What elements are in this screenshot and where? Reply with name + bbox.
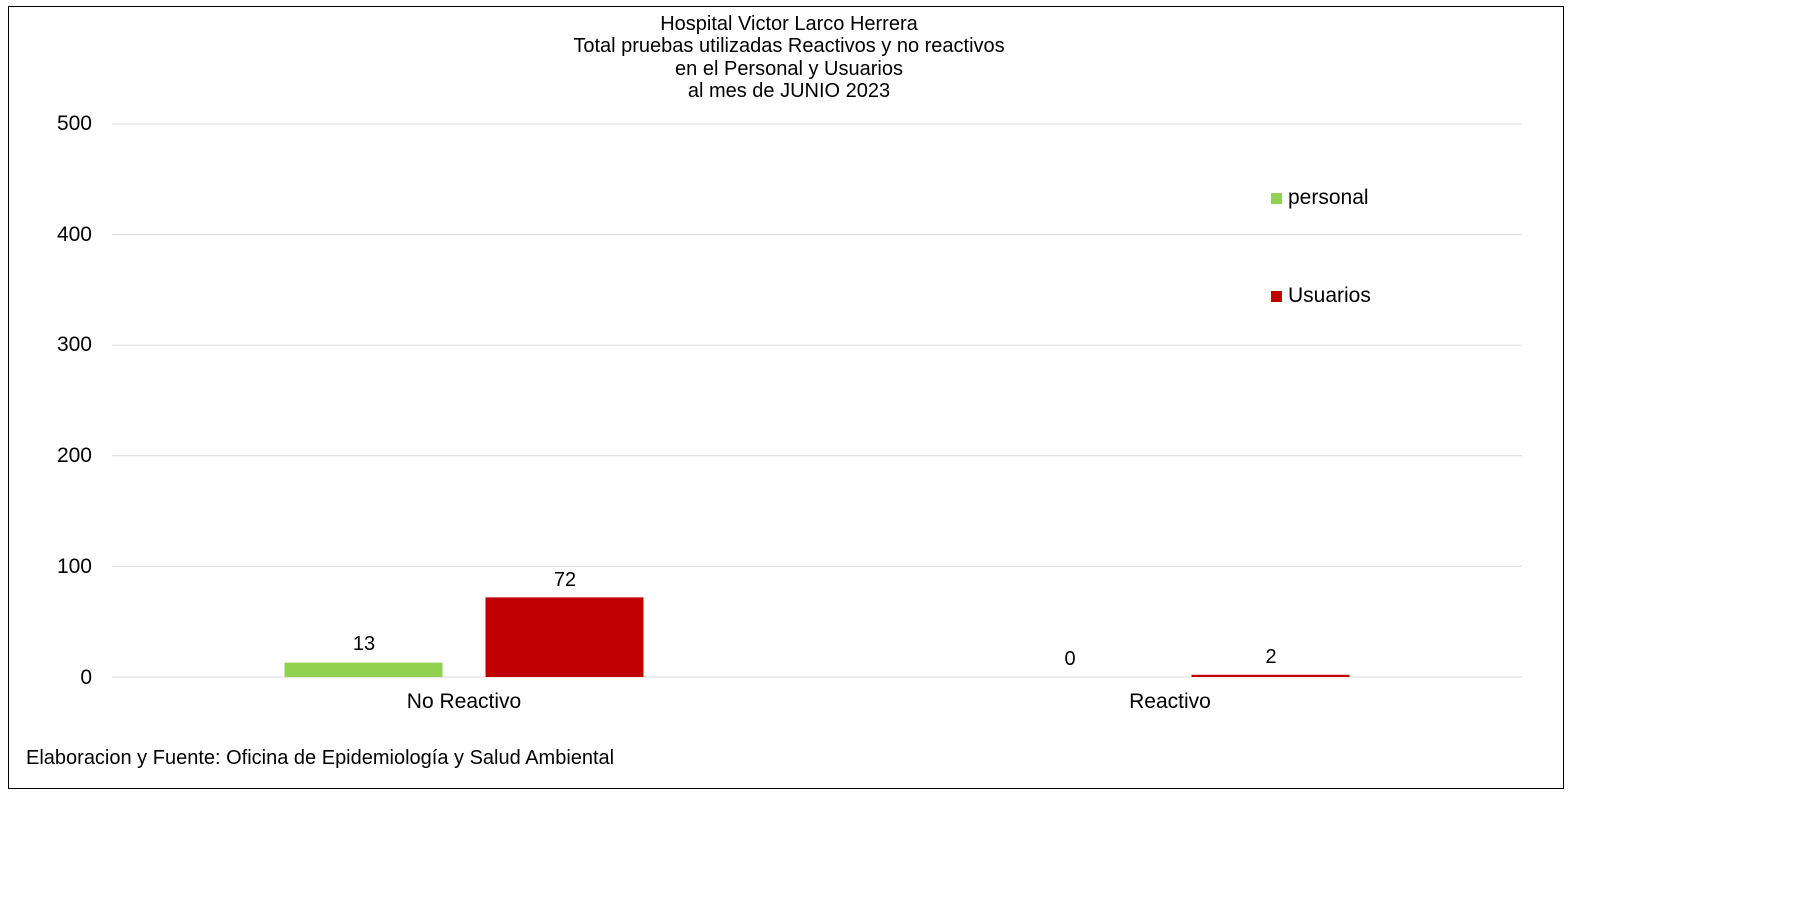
y-tick-label: 500 — [56, 112, 92, 135]
legend-item-usuarios: Usuarios — [1271, 284, 1371, 308]
legend-label: personal — [1288, 186, 1369, 209]
y-tick-label: 0 — [80, 666, 92, 689]
x-tick-label: No Reactivo — [406, 690, 522, 713]
y-tick-label: 200 — [56, 444, 92, 467]
source-note: Elaboracion y Fuente: Oficina de Epidemi… — [26, 747, 615, 769]
data-label: 0 — [1064, 648, 1076, 670]
y-tick-label: 300 — [56, 333, 92, 356]
legend-swatch-personal — [1271, 192, 1282, 204]
legend-item-personal: personal — [1271, 186, 1369, 210]
bar-usuarios-1 — [1191, 674, 1350, 677]
data-label: 2 — [1265, 646, 1277, 668]
x-tick-label: Reactivo — [1129, 690, 1211, 713]
y-tick-label: 400 — [56, 223, 92, 246]
data-label: 13 — [352, 633, 376, 655]
bar-usuarios-0 — [485, 597, 644, 677]
chart-title-line-3: en el Personal y Usuarios — [675, 58, 903, 80]
data-label: 72 — [553, 569, 577, 591]
chart-frame — [8, 6, 1564, 789]
bar-personal-0 — [284, 662, 443, 677]
chart-title-line-2: Total pruebas utilizadas Reactivos y no … — [573, 35, 1005, 57]
legend-label: Usuarios — [1288, 284, 1371, 307]
legend-swatch-usuarios — [1271, 290, 1282, 302]
chart-title-line-4: al mes de JUNIO 2023 — [687, 80, 891, 102]
y-tick-label: 100 — [56, 555, 92, 578]
chart-title-line-1: Hospital Victor Larco Herrera — [660, 13, 918, 35]
